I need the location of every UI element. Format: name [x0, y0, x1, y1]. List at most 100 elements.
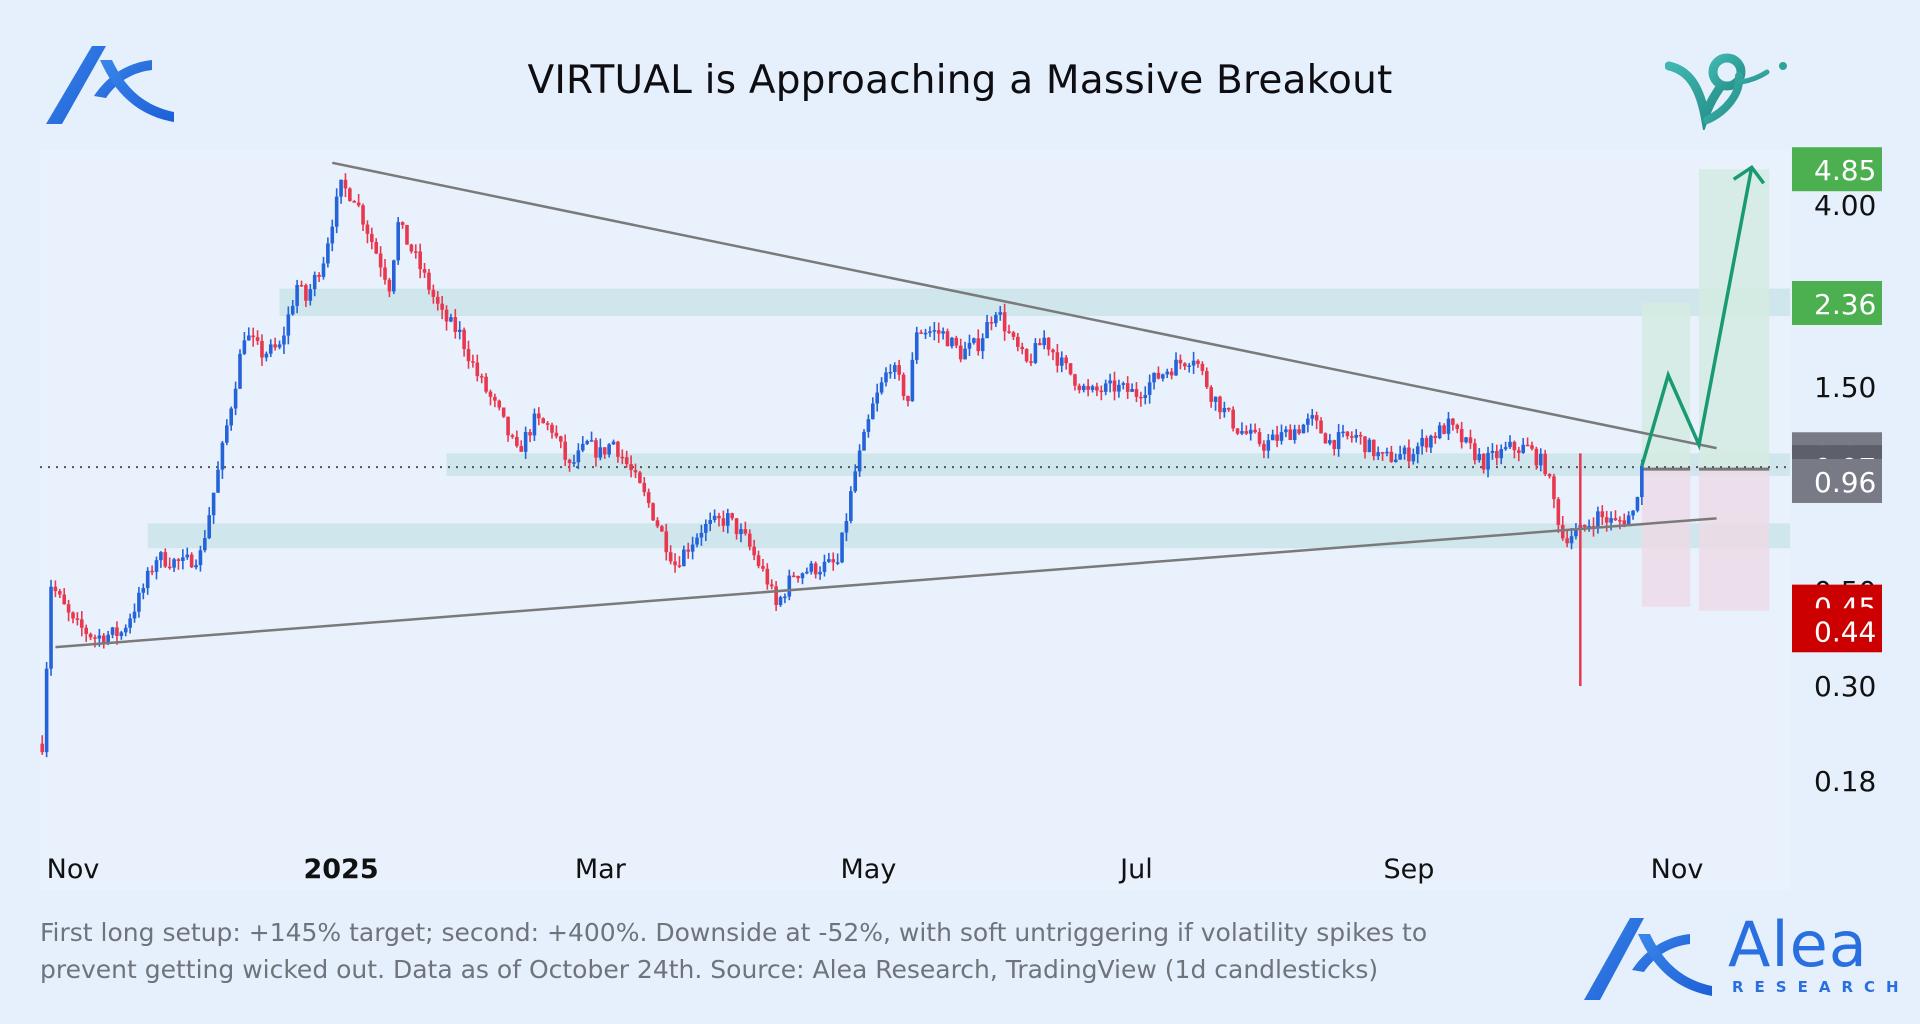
- y-tick-label: 0.18: [1814, 765, 1876, 798]
- candle-body: [875, 392, 879, 404]
- candle-body: [1543, 453, 1547, 475]
- price-tag-level: [1792, 458, 1882, 503]
- candle-body: [1297, 429, 1301, 434]
- candle-body: [813, 563, 818, 575]
- candle-body: [246, 335, 251, 341]
- candle-body: [167, 566, 172, 569]
- candle-body: [783, 596, 787, 599]
- candle-body: [418, 251, 422, 270]
- candle-body: [1402, 447, 1407, 455]
- candle-body: [1371, 439, 1376, 457]
- candle-body: [510, 435, 515, 437]
- candle-body: [950, 337, 954, 347]
- candle-body: [1125, 383, 1130, 392]
- candle-body: [1635, 497, 1640, 511]
- candle-body: [1363, 436, 1367, 453]
- candle-body: [506, 416, 510, 436]
- candle-body: [690, 544, 695, 552]
- candle-body: [567, 459, 572, 464]
- candle-body: [290, 305, 295, 315]
- price-tag-label: 0.44: [1814, 615, 1876, 648]
- candle-body: [580, 443, 585, 451]
- candle-body: [844, 521, 849, 533]
- candle-body: [730, 513, 734, 519]
- candle-body: [840, 532, 844, 563]
- candle-body: [906, 396, 910, 402]
- candle-body: [1262, 443, 1266, 451]
- candle-body: [1200, 363, 1205, 372]
- candle-body: [374, 242, 379, 254]
- candle-body: [932, 330, 937, 332]
- candle-body: [633, 470, 638, 473]
- candle-body: [1016, 336, 1020, 347]
- candle-body: [185, 554, 190, 558]
- candle-body: [405, 224, 409, 245]
- candle-body: [1112, 380, 1117, 392]
- candle-body: [1587, 526, 1591, 528]
- candle-body: [1266, 440, 1271, 451]
- candle-body: [1270, 434, 1275, 441]
- candle-body: [1459, 428, 1464, 443]
- candle-body: [304, 285, 308, 301]
- candle-body: [387, 279, 392, 292]
- candle-body: [585, 441, 589, 444]
- candle-body: [1134, 388, 1139, 397]
- candle-body: [343, 179, 348, 189]
- candle-body: [207, 515, 212, 539]
- candle-body: [928, 331, 932, 333]
- candle-body: [695, 537, 699, 545]
- candle-body: [1385, 451, 1389, 454]
- candle-body: [88, 633, 93, 638]
- candle-body: [923, 332, 928, 335]
- candle-body: [1248, 429, 1253, 434]
- candle-body: [1077, 385, 1082, 391]
- support-resistance-zones: [147, 288, 1791, 549]
- candle-body: [194, 565, 198, 568]
- candle-body: [238, 353, 242, 389]
- candle-body: [1631, 510, 1635, 516]
- candle-body: [725, 513, 730, 526]
- candle-body: [1024, 349, 1029, 362]
- candle-body: [1073, 374, 1077, 386]
- candle-body: [1380, 452, 1385, 454]
- candle-body: [796, 576, 800, 579]
- candle-body: [242, 340, 247, 354]
- y-tick-label: 1.50: [1814, 371, 1876, 404]
- candle-body: [1328, 440, 1332, 444]
- candle-body: [326, 243, 330, 264]
- candle-body: [704, 523, 708, 533]
- candle-body: [396, 222, 400, 261]
- candle-body: [1503, 447, 1508, 450]
- candle-body: [211, 492, 216, 516]
- candle-body: [1451, 418, 1455, 425]
- candle-body: [1424, 437, 1429, 448]
- candle-body: [1556, 499, 1561, 525]
- candle-body: [444, 309, 449, 322]
- candle-body: [453, 317, 458, 332]
- candle-body: [1244, 431, 1249, 434]
- candle-body: [857, 450, 862, 472]
- candle-body: [892, 365, 897, 373]
- candle-body: [1600, 511, 1605, 518]
- candle-body: [1183, 363, 1187, 367]
- candle-body: [1117, 384, 1121, 392]
- candle-body: [479, 376, 484, 378]
- candle-body: [1437, 425, 1442, 439]
- candle-body: [1213, 396, 1218, 402]
- candle-body: [189, 554, 194, 568]
- candle-body: [708, 519, 713, 524]
- candle-body: [774, 586, 778, 605]
- candle-body: [431, 289, 436, 297]
- candle-body: [739, 529, 743, 535]
- plot-area: [40, 150, 1790, 890]
- candle-body: [809, 563, 814, 572]
- candle-body: [317, 274, 321, 277]
- candle-body: [871, 403, 875, 420]
- candle-body: [1068, 363, 1073, 375]
- candle-body: [541, 418, 546, 424]
- candle-body: [1486, 452, 1490, 470]
- candle-body: [1275, 434, 1279, 441]
- candle-body: [791, 575, 796, 578]
- candle-body: [888, 372, 893, 374]
- candle-body: [976, 338, 981, 352]
